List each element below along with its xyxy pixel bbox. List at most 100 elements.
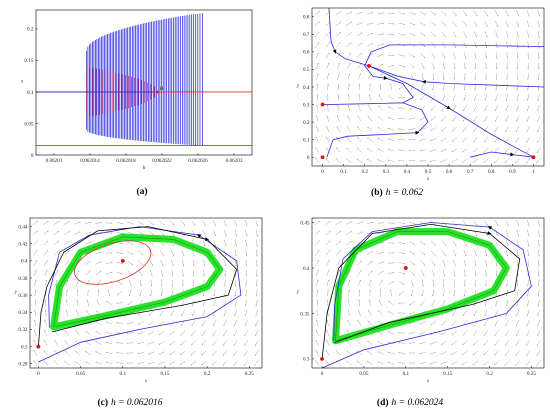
vector-field-arrow <box>484 220 487 226</box>
vector-field-arrow <box>327 320 329 326</box>
vector-field-arrow <box>326 260 329 265</box>
vector-field-arrow <box>507 52 508 58</box>
vector-field-arrow <box>453 310 456 315</box>
vector-field-arrow <box>517 21 519 27</box>
x-tick-label: 0.06203 <box>226 158 243 164</box>
vector-field-arrow <box>213 320 216 326</box>
vector-field-arrow <box>452 11 456 16</box>
vector-field-arrow <box>44 250 48 255</box>
vector-field-arrow <box>148 352 154 354</box>
vector-field-arrow <box>496 84 497 90</box>
vector-field-arrow <box>245 220 247 226</box>
vector-field-arrow <box>420 160 426 161</box>
vector-field-arrow <box>507 84 508 90</box>
vector-field-arrow <box>34 330 36 336</box>
vector-field-arrow <box>410 54 415 58</box>
vector-field-arrow <box>256 250 257 256</box>
vector-field-arrow <box>538 31 539 37</box>
vector-field-arrow <box>399 34 405 35</box>
vector-field-arrow <box>65 361 70 365</box>
vector-field-arrow <box>496 240 498 246</box>
vector-field-arrow <box>526 350 530 355</box>
vector-field-arrow <box>409 343 415 344</box>
vector-field-arrow <box>431 22 436 26</box>
vector-field-arrow <box>87 300 89 306</box>
vector-field-arrow <box>367 222 373 223</box>
vector-field-arrow <box>526 137 529 142</box>
vector-field-arrow <box>452 21 456 26</box>
vector-field-arrow <box>234 361 238 366</box>
x-tick-label: 0.05 <box>76 371 85 377</box>
vector-field-arrow <box>454 84 455 90</box>
x-tick-label: 0.062022 <box>152 158 172 164</box>
vector-field-arrow <box>55 340 59 345</box>
vector-field-arrow <box>160 231 164 236</box>
vector-field-arrow <box>117 222 123 223</box>
vector-field-arrow <box>43 231 48 235</box>
vector-field-arrow <box>149 231 154 235</box>
vector-field-arrow <box>443 290 444 296</box>
vector-field-arrow <box>116 343 122 344</box>
vector-field-arrow <box>336 43 340 48</box>
vector-field-arrow <box>76 270 80 275</box>
vector-field-arrow <box>368 127 373 131</box>
vector-field-arrow <box>357 148 362 152</box>
x-tick-label: 0.062014 <box>80 158 100 164</box>
vector-field-arrow <box>45 330 48 336</box>
vector-field-arrow <box>528 42 529 48</box>
vector-field-arrow <box>138 251 143 255</box>
vector-field-arrow <box>496 52 497 58</box>
vector-field-arrow <box>538 250 539 256</box>
vector-field-arrow <box>256 230 258 236</box>
vector-field-arrow <box>377 13 383 14</box>
vector-field-arrow <box>315 42 319 47</box>
vector-field-arrow <box>422 84 424 90</box>
trajectory <box>369 66 534 157</box>
y-tick-label: 0.3 <box>303 102 310 108</box>
vector-field-arrow <box>443 260 446 266</box>
vector-field-arrow <box>315 158 319 163</box>
vector-field-arrow <box>538 105 540 111</box>
vector-field-arrow <box>506 116 509 122</box>
vector-field-arrow <box>357 232 363 235</box>
vector-field-arrow <box>327 73 329 79</box>
vector-field-arrow <box>452 351 457 354</box>
vector-field-arrow <box>465 63 466 69</box>
vector-field-arrow <box>159 341 165 344</box>
vector-field-arrow <box>256 310 258 316</box>
y-tick-label: 0.1 <box>303 137 310 143</box>
vector-field-arrow <box>202 320 205 326</box>
vector-field-arrow <box>516 320 519 326</box>
vector-field-arrow <box>378 262 384 264</box>
vector-field-arrow <box>453 250 456 256</box>
vector-field-arrow <box>474 310 477 316</box>
vector-field-arrow <box>96 271 101 275</box>
vector-field-arrow <box>116 353 122 354</box>
vector-field-arrow <box>506 42 507 48</box>
vector-field-arrow <box>527 320 530 326</box>
vector-field-arrow <box>378 352 384 355</box>
vector-field-arrow <box>538 230 540 236</box>
vector-field-arrow <box>316 330 318 336</box>
vector-field-arrow <box>348 73 350 79</box>
vector-field-arrow <box>484 351 489 355</box>
vector-field-arrow <box>255 350 259 355</box>
caption-d-text: h = 0.062024 <box>392 398 444 408</box>
vector-field-arrow <box>191 331 195 336</box>
vector-field-arrow <box>388 352 394 354</box>
vector-field-arrow <box>528 240 529 246</box>
vector-field-arrow <box>35 310 36 316</box>
vector-field-arrow <box>398 353 404 354</box>
vector-field-arrow <box>202 330 206 335</box>
vector-field-arrow <box>378 106 382 111</box>
vector-field-arrow <box>127 242 133 245</box>
vector-field-arrow <box>356 12 362 14</box>
vector-field-arrow <box>367 361 373 364</box>
vector-field-arrow <box>507 73 508 79</box>
vector-field-arrow <box>44 241 48 246</box>
x-tick-label: 0.062026 <box>188 158 208 164</box>
vector-field-arrow <box>244 350 248 355</box>
vector-field-arrow <box>316 270 318 276</box>
vector-field-arrow <box>181 220 185 225</box>
